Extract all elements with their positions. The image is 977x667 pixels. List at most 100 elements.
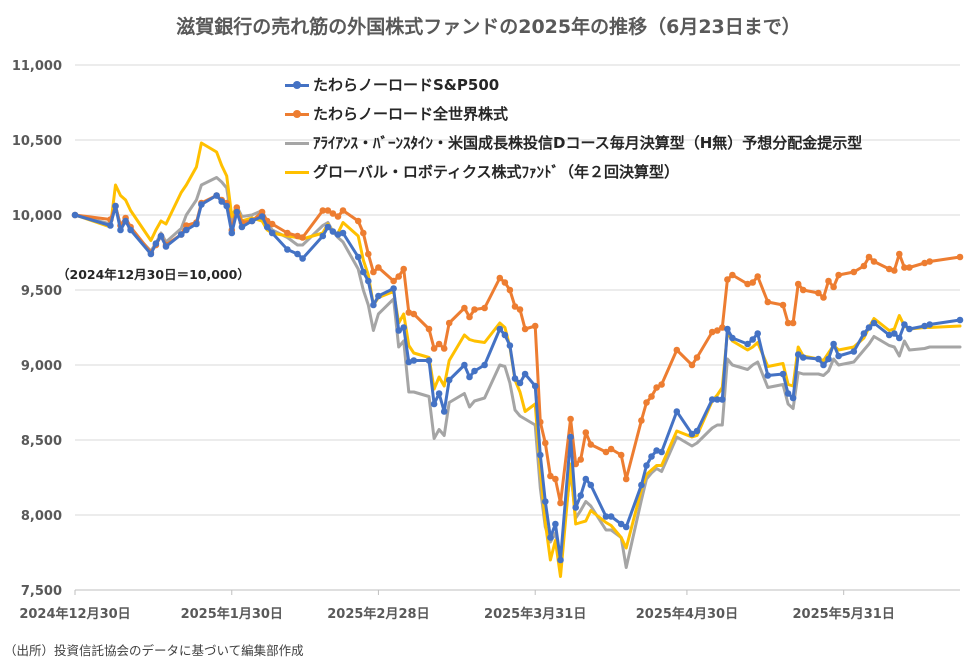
data-point: [365, 250, 372, 258]
legend-label: たわらノーロードS&P500: [313, 76, 500, 94]
data-point: [360, 229, 367, 237]
data-point: [921, 322, 928, 330]
data-point: [501, 279, 509, 286]
data-point: [764, 372, 772, 379]
data-point: [789, 319, 797, 327]
data-point: [779, 301, 787, 309]
y-tick-label: 9,000: [21, 359, 62, 374]
data-point: [435, 340, 443, 348]
data-point: [729, 271, 736, 279]
x-tick-label: 2025年4月30日: [636, 606, 738, 622]
data-point: [127, 226, 134, 234]
legend-item-all-world: たわらノーロード全世界株式: [285, 99, 862, 128]
data-point: [906, 264, 913, 271]
data-point: [122, 217, 129, 225]
data-point: [557, 499, 564, 507]
y-tick-label: 8,000: [21, 509, 62, 524]
data-point: [577, 492, 584, 499]
data-point: [223, 202, 230, 210]
data-point: [157, 232, 165, 240]
data-point: [375, 292, 382, 300]
data-point: [648, 453, 655, 460]
data-point: [708, 328, 716, 336]
data-point: [744, 280, 751, 288]
legend-item-robotics: グローバル・ロボティクス株式ﾌｧﾝﾄﾞ（年２回決算型）: [285, 157, 862, 186]
data-point: [471, 306, 478, 313]
data-point: [365, 277, 372, 285]
data-point: [390, 277, 397, 285]
data-point: [334, 231, 342, 238]
data-point: [794, 280, 802, 288]
data-point: [542, 498, 549, 505]
data-point: [107, 222, 114, 229]
data-point: [516, 379, 524, 387]
data-point: [602, 448, 610, 456]
data-point: [830, 340, 837, 348]
data-point: [552, 475, 559, 483]
data-point: [638, 417, 645, 424]
data-point: [754, 330, 761, 337]
data-point: [724, 276, 731, 283]
data-point: [724, 325, 731, 333]
legend-swatch: [285, 165, 309, 179]
data-point: [799, 354, 807, 361]
data-point: [152, 240, 160, 247]
y-tick-label: 7,500: [21, 584, 62, 599]
data-point: [850, 348, 858, 355]
data-point: [360, 268, 367, 276]
data-point: [744, 340, 751, 348]
series-line: [73, 194, 962, 505]
data-point: [557, 556, 564, 564]
data-point: [516, 306, 524, 313]
data-point: [956, 316, 964, 324]
data-point: [466, 313, 473, 321]
series: [71, 141, 964, 578]
data-point: [400, 324, 408, 331]
data-point: [830, 283, 837, 291]
data-point: [511, 303, 519, 310]
data-point: [617, 520, 625, 528]
data-point: [602, 513, 610, 520]
data-point: [860, 262, 868, 270]
data-point: [607, 445, 615, 453]
data-point: [789, 394, 797, 402]
data-point: [547, 472, 554, 480]
data-point: [552, 520, 559, 528]
y-tick-label: 10,500: [12, 134, 62, 149]
data-point: [729, 334, 736, 342]
data-point: [885, 265, 893, 273]
data-point: [354, 253, 362, 261]
data-point: [294, 250, 301, 258]
legend-swatch: [285, 107, 309, 121]
data-point: [238, 223, 246, 231]
data-point: [587, 441, 595, 448]
chart-title: 滋賀銀行の売れ筋の外国株式ファンドの2025年の推移（6月23日まで）: [176, 16, 801, 38]
data-point: [572, 504, 579, 511]
data-point: [112, 202, 119, 210]
data-point: [784, 390, 792, 397]
data-point: [324, 207, 332, 214]
data-point: [324, 223, 332, 231]
data-point: [896, 250, 903, 258]
data-point: [481, 304, 488, 312]
data-point: [835, 352, 842, 360]
data-point: [749, 336, 756, 343]
data-point: [177, 231, 185, 238]
data-point: [71, 211, 79, 219]
data-point: [891, 267, 898, 274]
data-point: [370, 268, 377, 276]
data-point: [319, 207, 327, 214]
data-point: [643, 399, 650, 406]
data-point: [466, 373, 473, 381]
data-point: [531, 322, 539, 330]
data-point: [299, 255, 306, 262]
data-point: [688, 361, 696, 369]
data-point: [531, 382, 539, 390]
data-point: [395, 273, 403, 280]
data-point: [284, 246, 291, 253]
data-point: [885, 331, 893, 339]
data-point: [258, 213, 266, 220]
data-point: [784, 319, 792, 327]
data-point: [749, 279, 756, 286]
data-point: [496, 325, 504, 333]
